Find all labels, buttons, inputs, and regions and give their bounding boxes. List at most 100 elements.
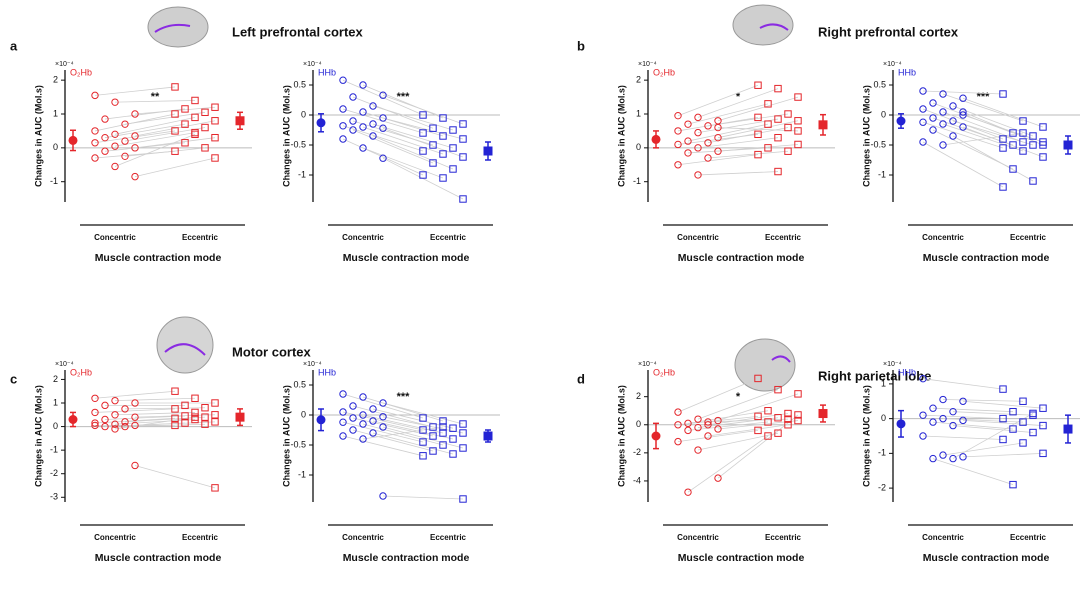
- data-point: [131, 413, 139, 421]
- data-point: [674, 437, 682, 446]
- data-point: [704, 154, 712, 162]
- data-point: [111, 420, 119, 428]
- data-point: [459, 120, 467, 128]
- pair-link: [114, 116, 196, 135]
- significance: ***: [977, 91, 991, 103]
- data-point: [419, 452, 427, 460]
- data-point: [764, 144, 772, 152]
- data-point: [1029, 132, 1037, 140]
- pair-link: [932, 458, 1014, 486]
- y-tick-label: -2: [878, 482, 886, 492]
- y-tick-label: -4: [633, 475, 641, 485]
- data-point: [1009, 425, 1017, 433]
- data-point: [694, 446, 702, 454]
- data-point: [111, 98, 119, 106]
- mean-marker: [651, 134, 661, 144]
- x-tick-label: Concentric: [922, 233, 964, 242]
- data-point: [171, 405, 179, 413]
- data-point: [121, 422, 129, 431]
- data-point: [764, 432, 772, 440]
- data-point: [774, 84, 782, 93]
- pair-link: [134, 120, 216, 137]
- data-point: [91, 421, 99, 430]
- mean-marker: [896, 116, 906, 126]
- data-point: [101, 422, 109, 431]
- data-point: [171, 421, 179, 430]
- signal-label: O₂Hb: [653, 67, 675, 77]
- data-point: [1009, 165, 1017, 173]
- data-point: [999, 183, 1007, 191]
- data-point: [1039, 141, 1047, 149]
- data-point: [111, 411, 119, 419]
- pair-link: [372, 135, 454, 170]
- data-point: [379, 399, 387, 407]
- y-tick-label: 0: [881, 413, 886, 423]
- y-tick-label: 1: [53, 397, 58, 407]
- pair-link: [382, 127, 464, 158]
- data-point: [929, 404, 937, 412]
- data-point: [191, 113, 199, 122]
- y-exponent: ×10⁻⁴: [883, 361, 902, 368]
- pair-link: [922, 141, 1004, 188]
- data-point: [1019, 147, 1027, 155]
- x-axis-label: Muscle contraction mode: [95, 252, 222, 264]
- data-point: [794, 416, 802, 425]
- data-point: [939, 414, 947, 423]
- data-point: [191, 394, 199, 402]
- data-point: [91, 408, 99, 417]
- data-point: [784, 110, 792, 118]
- y-tick-label: -1: [50, 176, 58, 186]
- data-point: [1029, 177, 1037, 185]
- data-point: [339, 408, 347, 416]
- x-tick-label: Eccentric: [765, 233, 802, 242]
- data-point: [339, 390, 347, 398]
- data-point: [774, 414, 782, 422]
- data-point: [754, 374, 762, 383]
- pair-link: [932, 421, 1014, 430]
- data-point: [764, 407, 772, 415]
- data-point: [429, 159, 437, 167]
- data-point: [1009, 480, 1017, 489]
- data-point: [714, 474, 722, 482]
- data-point: [929, 454, 937, 463]
- data-point: [919, 118, 927, 126]
- data-point: [369, 429, 377, 437]
- data-point: [91, 154, 99, 162]
- pair-link: [952, 411, 1034, 416]
- x-tick-label: Eccentric: [765, 533, 802, 542]
- panel-title: Right parietal lobe: [818, 368, 931, 383]
- data-point: [794, 93, 802, 101]
- pair-link: [362, 396, 444, 422]
- pair-link: [362, 84, 444, 119]
- data-point: [794, 127, 802, 135]
- data-point: [684, 419, 692, 428]
- data-point: [694, 128, 702, 137]
- data-point: [171, 387, 179, 395]
- y-tick-label: -2: [50, 468, 58, 478]
- data-point: [999, 90, 1007, 98]
- mean-marker: [483, 431, 493, 441]
- data-point: [794, 117, 802, 125]
- mean-marker: [818, 120, 828, 130]
- data-point: [949, 407, 957, 416]
- data-point: [764, 120, 772, 128]
- data-point: [121, 152, 129, 161]
- data-point: [1019, 439, 1027, 447]
- y-axis-label: Changes in AUC (Mol.s): [861, 85, 871, 187]
- data-point: [774, 167, 782, 176]
- data-point: [684, 149, 692, 157]
- data-point: [459, 495, 467, 503]
- y-exponent: ×10⁻⁴: [638, 361, 657, 368]
- pair-link: [362, 111, 444, 137]
- data-point: [419, 129, 427, 137]
- data-point: [714, 123, 722, 132]
- data-point: [774, 133, 782, 142]
- x-axis-label: Muscle contraction mode: [95, 552, 222, 564]
- data-point: [349, 126, 357, 134]
- x-tick-label: Concentric: [94, 233, 136, 242]
- data-point: [359, 144, 367, 152]
- y-tick-label: -2: [633, 447, 641, 457]
- x-tick-label: Concentric: [342, 233, 384, 242]
